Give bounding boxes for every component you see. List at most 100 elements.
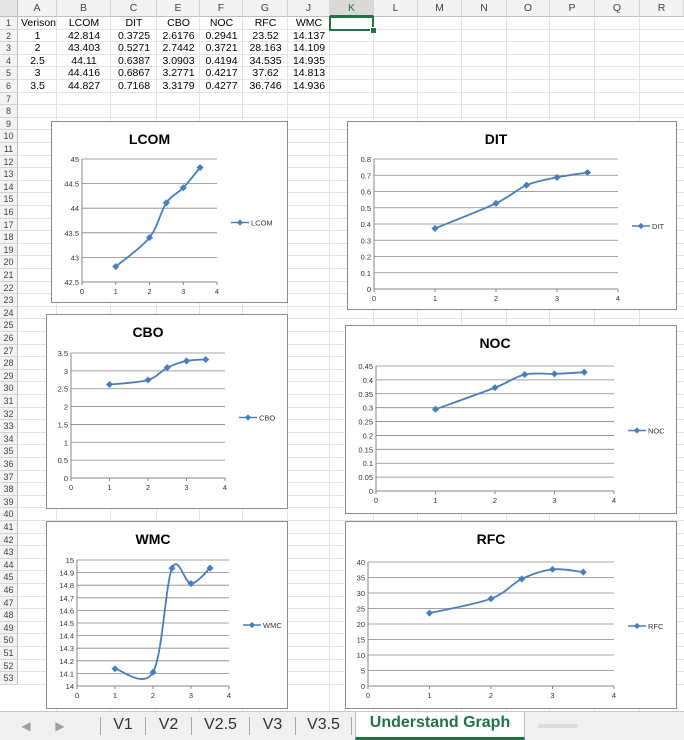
cell[interactable]: 14.109 bbox=[292, 42, 326, 55]
chart-rfc[interactable]: RFC 0 5 10 15 20 25 30 35 40 0 1 2 3 4 RFC bbox=[345, 521, 677, 709]
row-header-2[interactable]: 2 bbox=[0, 29, 18, 43]
row-header-51[interactable]: 51 bbox=[0, 647, 18, 660]
cell[interactable]: 44.416 bbox=[67, 67, 101, 80]
column-header-c[interactable]: C bbox=[111, 0, 157, 17]
cell[interactable]: 0.6867 bbox=[117, 67, 151, 80]
sheet-tab-understand-graph[interactable]: Understand Graph bbox=[355, 712, 525, 740]
sheet-tab-v2[interactable]: V2 bbox=[146, 717, 192, 735]
cell[interactable]: 3.0903 bbox=[162, 54, 195, 67]
row-header-40[interactable]: 40 bbox=[0, 508, 18, 521]
cell[interactable]: 42.814 bbox=[67, 29, 101, 42]
row-header-20[interactable]: 20 bbox=[0, 256, 18, 269]
row-header-34[interactable]: 34 bbox=[0, 432, 18, 446]
cell[interactable]: 3 bbox=[34, 67, 41, 80]
row-header-1[interactable]: 1 bbox=[0, 17, 18, 30]
chart-noc[interactable]: NOC 0 0.05 0.1 0.15 0.2 0.25 0.3 0.35 0.4 0.45 0 1 2 3… bbox=[345, 325, 677, 514]
row-header-31[interactable]: 31 bbox=[0, 395, 18, 408]
cell[interactable]: 34.535 bbox=[249, 54, 282, 67]
row-header-53[interactable]: 53 bbox=[0, 672, 18, 685]
column-header-b[interactable]: B bbox=[57, 0, 111, 17]
row-header-42[interactable]: 42 bbox=[0, 533, 18, 547]
row-header-12[interactable]: 12 bbox=[0, 155, 18, 169]
cell[interactable]: 2.7442 bbox=[162, 42, 195, 55]
column-header-p[interactable]: P bbox=[550, 0, 595, 17]
cell[interactable]: 14.935 bbox=[292, 54, 326, 67]
row-header-5[interactable]: 5 bbox=[0, 67, 18, 80]
sheet-tab-v2-5[interactable]: V2.5 bbox=[192, 717, 250, 735]
row-header-33[interactable]: 33 bbox=[0, 420, 18, 433]
row-header-18[interactable]: 18 bbox=[0, 231, 18, 244]
column-header-e[interactable]: E bbox=[157, 0, 200, 17]
cell[interactable]: 0.3725 bbox=[117, 29, 151, 42]
cell[interactable]: 44.827 bbox=[67, 80, 101, 92]
cell[interactable]: 28.163 bbox=[249, 42, 282, 55]
row-header-46[interactable]: 46 bbox=[0, 584, 18, 597]
cell[interactable]: 0.4277 bbox=[205, 80, 238, 92]
column-header-l[interactable]: L bbox=[374, 0, 418, 17]
row-header-36[interactable]: 36 bbox=[0, 458, 18, 471]
row-header-43[interactable]: 43 bbox=[0, 546, 18, 559]
row-header-38[interactable]: 38 bbox=[0, 483, 18, 496]
cell[interactable]: 43.403 bbox=[67, 42, 101, 55]
row-header-21[interactable]: 21 bbox=[0, 269, 18, 282]
row-header-44[interactable]: 44 bbox=[0, 558, 18, 572]
row-header-11[interactable]: 11 bbox=[0, 143, 18, 156]
row-header-16[interactable]: 16 bbox=[0, 206, 18, 219]
cell[interactable]: 14.813 bbox=[292, 67, 326, 80]
row-header-23[interactable]: 23 bbox=[0, 294, 18, 307]
row-header-49[interactable]: 49 bbox=[0, 621, 18, 635]
cell[interactable]: 14.936 bbox=[292, 80, 326, 92]
cell[interactable]: 0.3721 bbox=[205, 42, 238, 55]
row-header-28[interactable]: 28 bbox=[0, 357, 18, 370]
sheet-tab-v3-5[interactable]: V3.5 bbox=[296, 717, 352, 735]
row-header-35[interactable]: 35 bbox=[0, 445, 18, 458]
cell[interactable]: 3.2771 bbox=[162, 67, 195, 80]
row-header-13[interactable]: 13 bbox=[0, 168, 18, 181]
row-header-47[interactable]: 47 bbox=[0, 596, 18, 610]
column-header-k[interactable]: K bbox=[330, 0, 374, 17]
column-header-m[interactable]: M bbox=[418, 0, 462, 17]
cell[interactable]: 14.137 bbox=[292, 29, 326, 42]
cell[interactable]: 44.11 bbox=[71, 54, 97, 67]
cell[interactable]: CBO bbox=[167, 17, 190, 29]
row-header-3[interactable]: 3 bbox=[0, 42, 18, 55]
column-header-q[interactable]: Q bbox=[595, 0, 640, 17]
cell[interactable]: LCOM bbox=[68, 17, 100, 29]
chart-wmc[interactable]: WMC 14 14.1 14.2 14.3 14.4 14.5 14.6 14.7 14.8 14.… bbox=[46, 521, 288, 709]
chart-dit[interactable]: DIT 0 0.1 0.2 0.3 0.4 0.5 0.6 0.7 0.8 0 1 2 3 4 DIT bbox=[347, 121, 677, 310]
row-header-52[interactable]: 52 bbox=[0, 659, 18, 673]
row-header-41[interactable]: 41 bbox=[0, 521, 18, 534]
cell[interactable]: 23.52 bbox=[252, 29, 279, 42]
row-header-10[interactable]: 10 bbox=[0, 130, 18, 143]
row-header-17[interactable]: 17 bbox=[0, 218, 18, 232]
row-header-30[interactable]: 30 bbox=[0, 382, 18, 395]
row-header-45[interactable]: 45 bbox=[0, 571, 18, 584]
sheet-tab-v3[interactable]: V3 bbox=[250, 717, 296, 735]
cell[interactable]: 3.5 bbox=[30, 80, 45, 92]
row-header-6[interactable]: 6 bbox=[0, 80, 18, 93]
row-header-32[interactable]: 32 bbox=[0, 407, 18, 421]
cell[interactable]: WMC bbox=[295, 17, 323, 29]
cell[interactable]: 0.2941 bbox=[205, 29, 238, 42]
column-header-g[interactable]: G bbox=[243, 0, 288, 17]
cell[interactable]: 2 bbox=[34, 42, 41, 55]
tab-scroll-right-icon[interactable]: ▶ bbox=[55, 719, 65, 733]
cell[interactable]: DIT bbox=[125, 17, 143, 29]
selected-cell-k1[interactable] bbox=[329, 16, 374, 31]
row-header-7[interactable]: 7 bbox=[0, 92, 18, 106]
cell[interactable]: 37.62 bbox=[252, 67, 279, 80]
row-header-25[interactable]: 25 bbox=[0, 319, 18, 332]
cell[interactable]: 0.6387 bbox=[117, 54, 151, 67]
cell[interactable]: NOC bbox=[209, 17, 234, 29]
row-header-39[interactable]: 39 bbox=[0, 495, 18, 509]
cell[interactable]: 0.7168 bbox=[117, 80, 151, 92]
row-header-29[interactable]: 29 bbox=[0, 369, 18, 383]
sheet-tab-v1[interactable]: V1 bbox=[100, 717, 146, 735]
column-header-f[interactable]: F bbox=[200, 0, 243, 17]
cell[interactable]: 1 bbox=[34, 29, 41, 42]
row-header-50[interactable]: 50 bbox=[0, 634, 18, 647]
row-header-37[interactable]: 37 bbox=[0, 470, 18, 484]
cell[interactable]: 2.5 bbox=[30, 54, 45, 67]
row-header-4[interactable]: 4 bbox=[0, 54, 18, 68]
